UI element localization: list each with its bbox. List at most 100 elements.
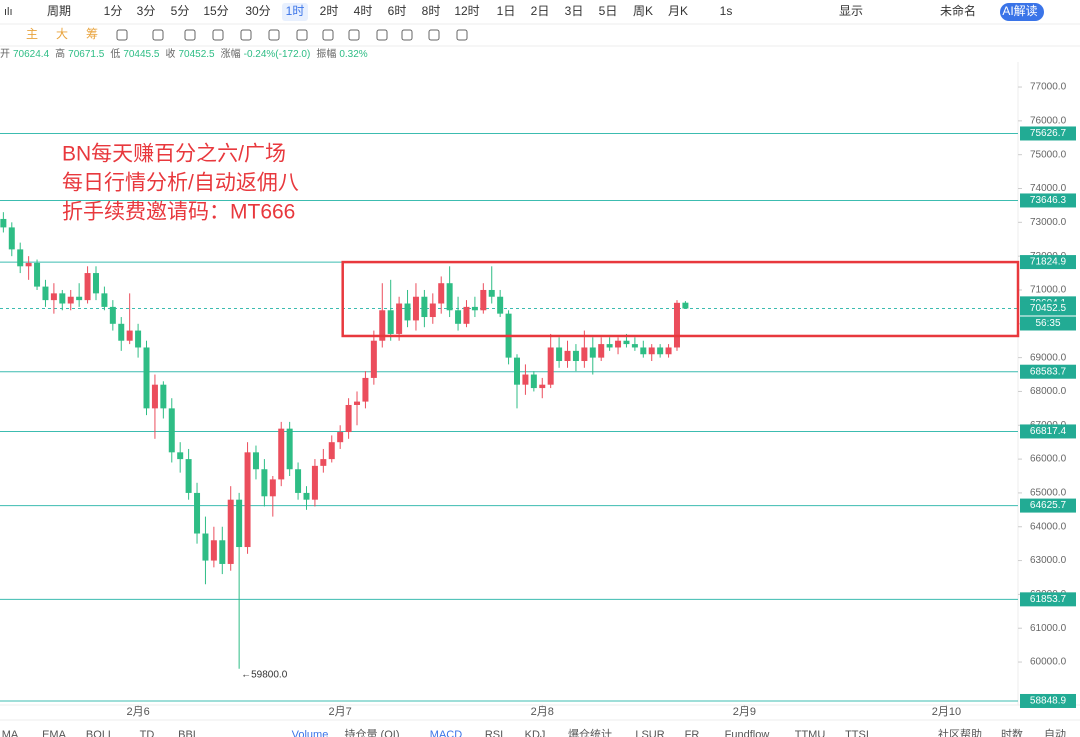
indicator-tab[interactable]: 社区帮助 <box>938 727 982 737</box>
toolbar-extra[interactable]: AI解读 <box>1002 4 1037 18</box>
candle-body <box>278 428 285 480</box>
candle-body <box>547 347 554 385</box>
candle-body <box>92 273 99 294</box>
tool-icon[interactable] <box>212 29 224 41</box>
info-value: 70624.4 <box>13 49 50 60</box>
indicator-tab[interactable]: TD <box>140 729 155 737</box>
period-button[interactable]: 1分 <box>104 4 123 18</box>
y-tick-label: 76000.0 <box>1030 115 1067 126</box>
candle-body <box>295 469 302 493</box>
candle-body <box>227 499 234 564</box>
candle-body <box>25 262 32 267</box>
period-button[interactable]: 12时 <box>454 4 479 18</box>
candle-body <box>673 302 680 348</box>
indicator-toggle[interactable]: 主 <box>26 27 38 41</box>
level-label-bg <box>1020 424 1076 439</box>
chart-type-icon: ılı <box>4 6 13 18</box>
period-button[interactable]: 5分 <box>171 4 190 18</box>
candle-body <box>564 350 571 362</box>
indicator-tab[interactable]: Volume <box>292 729 329 737</box>
candle-body <box>598 344 605 358</box>
tool-icon[interactable] <box>348 29 360 41</box>
candle-body <box>0 218 7 228</box>
indicator-tab[interactable]: MA <box>2 729 19 737</box>
period-button[interactable]: 周K <box>633 4 653 18</box>
period-button[interactable]: 周期 <box>47 4 71 18</box>
indicator-tab[interactable]: LSUR <box>635 729 664 737</box>
indicator-tab[interactable]: TTMU <box>795 729 826 737</box>
period-button[interactable]: 2日 <box>531 4 550 18</box>
level-label: 58848.9 <box>1030 696 1067 707</box>
period-button[interactable]: 5日 <box>599 4 618 18</box>
candle-body <box>219 540 226 564</box>
level-label: 68583.7 <box>1030 366 1067 377</box>
candle-body <box>606 344 613 348</box>
period-button[interactable]: 1日 <box>497 4 516 18</box>
candle-body <box>328 442 335 460</box>
candle-body <box>185 459 192 493</box>
info-value: -0.24%(-172.0) <box>244 49 311 60</box>
tool-icon[interactable] <box>184 29 196 41</box>
candle-body <box>210 540 217 561</box>
indicator-tab[interactable]: MACD <box>430 729 462 737</box>
toolbar-extra[interactable]: 未命名 <box>940 3 976 18</box>
tool-icon[interactable] <box>456 29 468 41</box>
toolbar-extra[interactable]: 1s <box>720 4 733 18</box>
level-label: 75626.7 <box>1030 128 1067 139</box>
level-label-bg <box>1020 498 1076 513</box>
low-arrow: ← <box>241 669 251 680</box>
tool-icon[interactable] <box>268 29 280 41</box>
active-period-bg <box>282 3 308 21</box>
candle-body <box>589 347 596 358</box>
info-label: 低 <box>110 47 120 60</box>
level-label: 73646.3 <box>1030 195 1067 206</box>
period-button[interactable]: 15分 <box>203 4 228 18</box>
period-button[interactable]: 3日 <box>565 4 584 18</box>
info-label: 高 <box>55 47 65 60</box>
period-button[interactable]: 月K <box>668 4 688 18</box>
tool-icon[interactable] <box>322 29 334 41</box>
ai-button-bg <box>1000 3 1044 21</box>
indicator-tab[interactable]: RSI <box>485 729 503 737</box>
indicator-tab[interactable]: 持仓量 (OI) <box>345 727 400 737</box>
period-button[interactable]: 30分 <box>245 4 270 18</box>
indicator-toggle[interactable]: 筹 <box>86 27 98 41</box>
candle-body <box>404 303 411 321</box>
candle-body <box>615 340 622 348</box>
candle-body <box>446 283 453 311</box>
candle-body <box>261 469 268 497</box>
tool-icon[interactable] <box>428 29 440 41</box>
period-button[interactable]: 1时 <box>286 4 305 18</box>
tool-icon[interactable] <box>240 29 252 41</box>
period-button[interactable]: 4时 <box>354 4 373 18</box>
indicator-tab[interactable]: 自动 <box>1044 728 1066 737</box>
indicator-tab[interactable]: 时数 <box>1001 728 1023 737</box>
toolbar-extra[interactable]: 显示 <box>839 4 863 18</box>
highlight-box <box>341 260 1020 338</box>
indicator-tab[interactable]: EMA <box>42 729 67 737</box>
tool-icon[interactable] <box>116 29 128 41</box>
indicator-tab[interactable]: 爆仓统计 <box>568 727 612 737</box>
indicator-tab[interactable]: KDJ <box>525 729 546 737</box>
candle-body <box>665 347 672 355</box>
period-button[interactable]: 6时 <box>388 4 407 18</box>
candle-body <box>438 283 445 304</box>
period-button[interactable]: 2时 <box>320 4 339 18</box>
indicator-tab[interactable]: FR <box>685 729 700 737</box>
candle-body <box>194 492 201 534</box>
candle-body <box>539 384 546 389</box>
period-button[interactable]: 3分 <box>137 4 156 18</box>
indicator-tab[interactable]: BBI <box>178 729 196 737</box>
tool-icon[interactable] <box>376 29 388 41</box>
indicator-tab[interactable]: TTSI <box>845 729 869 737</box>
candle-body <box>387 310 394 334</box>
indicator-tab[interactable]: BOLL <box>86 729 114 737</box>
period-button[interactable]: 8时 <box>422 4 441 18</box>
tool-icon[interactable] <box>401 29 413 41</box>
y-tick-label: 68000.0 <box>1030 386 1067 397</box>
indicator-toggle[interactable]: 大 <box>56 27 68 41</box>
tool-icon[interactable] <box>152 29 164 41</box>
tool-icon[interactable] <box>296 29 308 41</box>
indicator-tab[interactable]: Fundflow <box>725 729 770 737</box>
